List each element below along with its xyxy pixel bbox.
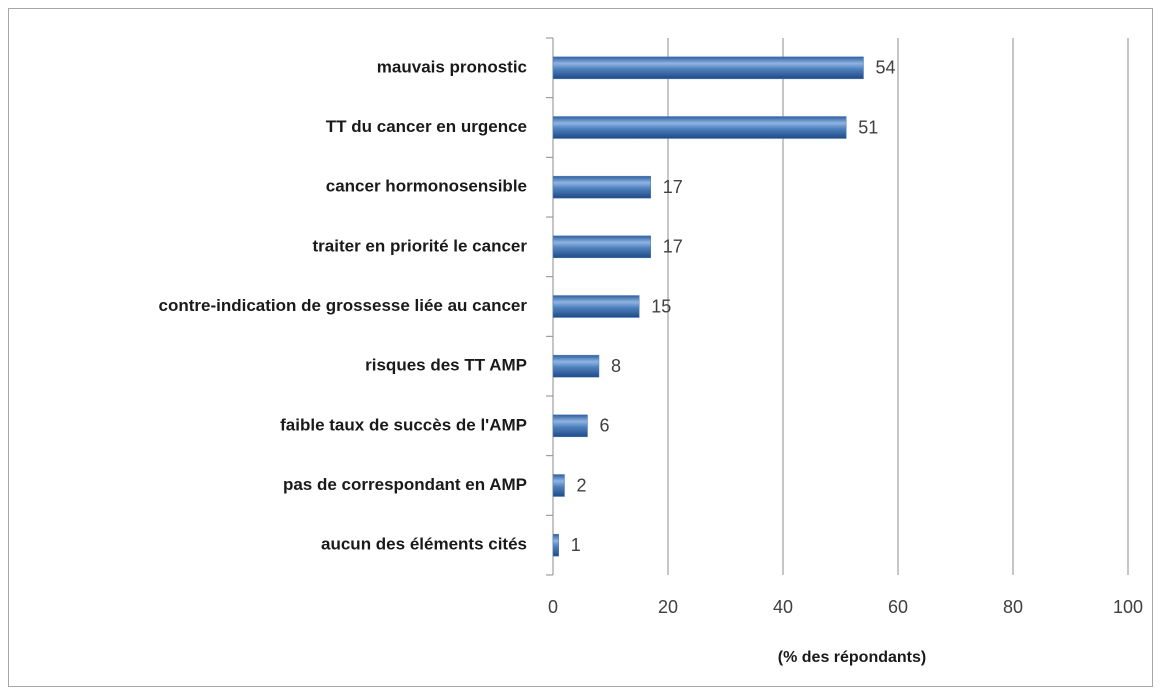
value-label: 17 bbox=[663, 177, 683, 197]
bar bbox=[552, 235, 651, 259]
value-label: 8 bbox=[611, 356, 621, 376]
value-label: 1 bbox=[571, 535, 581, 555]
bar bbox=[552, 56, 864, 80]
bar bbox=[552, 116, 847, 139]
bar bbox=[552, 354, 600, 378]
bar bbox=[552, 175, 651, 199]
value-label: 2 bbox=[577, 475, 587, 495]
x-tick-label: 100 bbox=[1113, 597, 1143, 617]
y-tick-label: traiter en priorité le cancer bbox=[313, 236, 528, 255]
value-label: 17 bbox=[663, 237, 683, 257]
y-tick-label: risques des TT AMP bbox=[365, 356, 527, 375]
value-label: 54 bbox=[876, 58, 896, 78]
value-label: 51 bbox=[858, 117, 878, 137]
value-label: 6 bbox=[600, 416, 610, 436]
bar bbox=[552, 295, 640, 318]
x-tick-label: 40 bbox=[773, 597, 793, 617]
x-axis-title: (% des répondants) bbox=[778, 649, 926, 666]
y-tick-label: aucun des éléments cités bbox=[321, 535, 527, 554]
frame bbox=[8, 8, 1153, 687]
bar bbox=[552, 414, 588, 438]
marks bbox=[552, 56, 864, 557]
value-label: 15 bbox=[651, 296, 671, 316]
y-tick-label: pas de correspondant en AMP bbox=[283, 475, 527, 494]
y-tick-label: faible taux de succès de l'AMP bbox=[280, 415, 527, 434]
x-tick-label: 80 bbox=[1003, 597, 1023, 617]
x-tick-label: 60 bbox=[888, 597, 908, 617]
bar bbox=[552, 474, 565, 497]
y-tick-label: cancer hormonosensible bbox=[326, 177, 527, 196]
y-tick-label: contre-indication de grossesse liée au c… bbox=[159, 296, 528, 315]
bar bbox=[552, 533, 559, 557]
y-tick-label: mauvais pronostic bbox=[377, 57, 527, 76]
y-tick-label: TT du cancer en urgence bbox=[326, 117, 527, 136]
x-tick-label: 20 bbox=[658, 597, 678, 617]
x-tick-label: 0 bbox=[548, 597, 558, 617]
